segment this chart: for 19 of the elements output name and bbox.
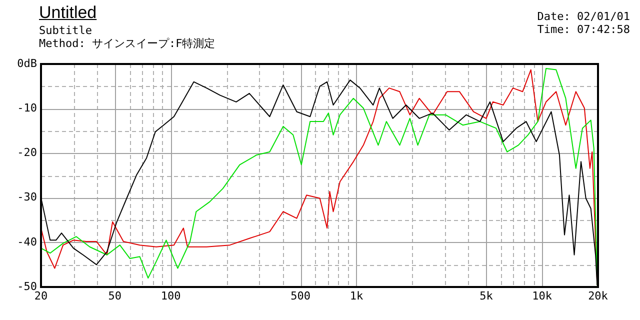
y-tick-label: -20 bbox=[17, 146, 37, 160]
chart-subtitle: Subtitle bbox=[39, 24, 93, 37]
text: Time: 07:42:58 bbox=[537, 23, 630, 36]
chart-title: Untitled bbox=[39, 3, 97, 23]
y-tick-label: -50 bbox=[17, 280, 37, 293]
y-tick-label: 0dB bbox=[17, 56, 38, 70]
x-tick-label: 500 bbox=[290, 289, 310, 302]
y-tick-label: -10 bbox=[17, 101, 37, 114]
y-tick-label: -30 bbox=[17, 190, 37, 204]
text: Method: サインスイープ:F特測定 bbox=[39, 37, 216, 50]
x-tick-label: 1k bbox=[350, 289, 364, 302]
x-tick-label: 20 bbox=[34, 289, 48, 302]
x-tick-label: 50 bbox=[108, 289, 122, 302]
y-tick-label: -40 bbox=[17, 235, 37, 248]
x-tick-label: 20k bbox=[588, 289, 608, 302]
x-tick-label: 10k bbox=[532, 289, 552, 302]
x-tick-label: 100 bbox=[160, 289, 181, 302]
x-tick-label: 5k bbox=[480, 289, 494, 302]
text: Date: 02/01/01 bbox=[537, 10, 630, 23]
